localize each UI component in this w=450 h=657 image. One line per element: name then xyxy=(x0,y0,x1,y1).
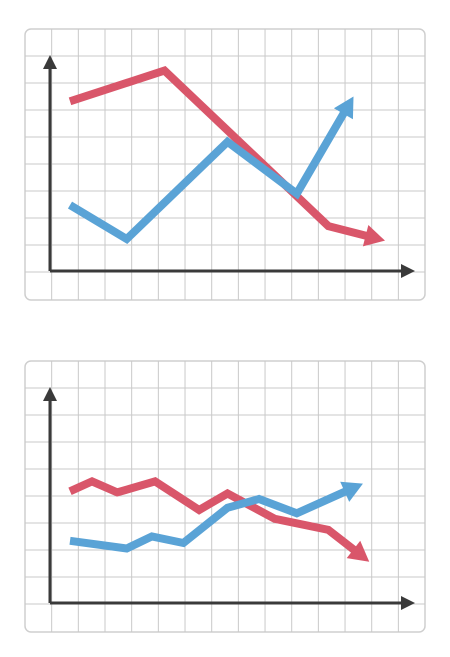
series-arrow-2 xyxy=(340,481,363,502)
series-line-2 xyxy=(69,484,356,553)
x-axis-arrow xyxy=(401,264,415,278)
series-line-1 xyxy=(68,66,377,243)
chart-1 xyxy=(24,28,426,301)
x-axis-arrow xyxy=(401,596,415,610)
chart-2 xyxy=(24,360,426,633)
series-arrow-1 xyxy=(362,225,385,247)
series-arrow-1 xyxy=(346,540,370,562)
series-arrow-2 xyxy=(333,96,354,120)
y-axis-arrow xyxy=(43,55,57,69)
y-axis-arrow xyxy=(43,387,57,401)
